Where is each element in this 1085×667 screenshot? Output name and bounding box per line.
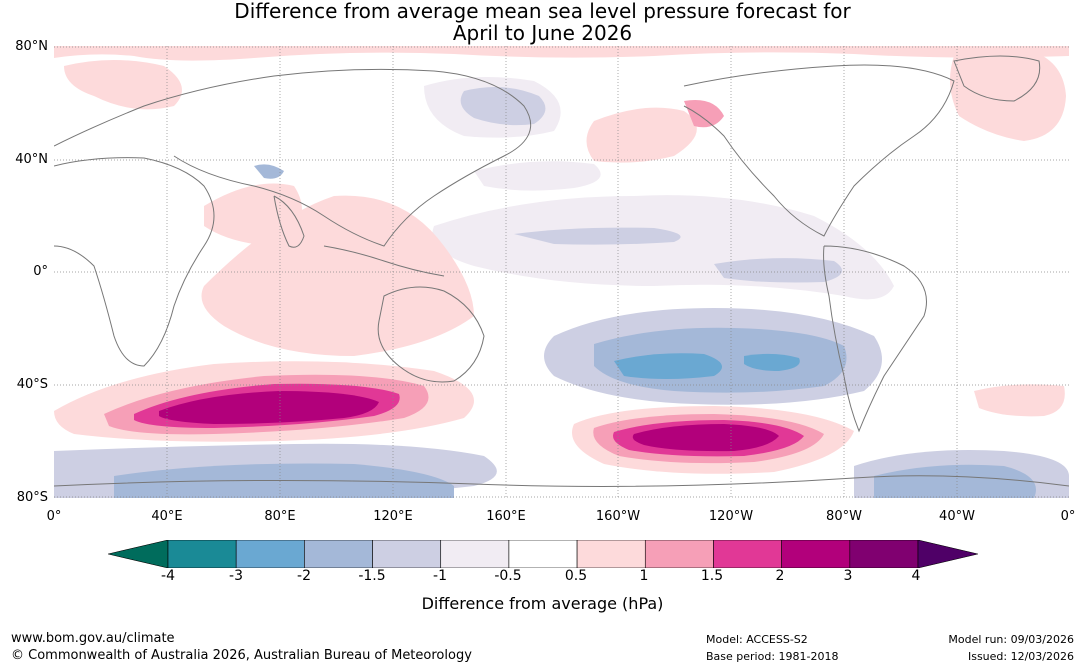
lat-label-80s: 80°S xyxy=(16,490,48,505)
coastline-eurasia xyxy=(54,68,532,247)
mediterranean-negative-anomaly xyxy=(254,164,284,179)
lat-label-80n: 80°N xyxy=(15,39,48,54)
southern-indian-positive-core xyxy=(159,391,379,424)
lon-label-120w: 120°W xyxy=(708,509,754,524)
coastline-africa xyxy=(54,157,215,367)
se-pacific-positive-core xyxy=(632,424,779,452)
colorbar-box xyxy=(440,540,510,568)
title-line-1: Difference from average mean sea level p… xyxy=(234,0,851,23)
alaska-positive-anomaly xyxy=(684,100,724,128)
south-pacific-negative-core xyxy=(614,353,722,379)
coastline-australia xyxy=(377,286,485,383)
lon-label-40w: 40°W xyxy=(939,509,975,524)
lon-label-80w: 80°W xyxy=(826,509,862,524)
map-svg xyxy=(54,46,1069,498)
colorbar-box xyxy=(644,540,714,568)
lon-label-80e: 80°E xyxy=(264,509,296,524)
gridlines xyxy=(54,46,1069,498)
colorbar-tick: -2 xyxy=(297,568,311,584)
lon-label-40e: 40°E xyxy=(151,509,183,524)
south-atlantic-positive-anomaly xyxy=(974,384,1065,417)
colorbar-box xyxy=(713,540,782,568)
colorbar-tick: -0.5 xyxy=(494,568,522,584)
lat-label-40s: 40°S xyxy=(16,377,48,392)
lon-label-120e: 120°E xyxy=(373,509,413,524)
colorbar-box xyxy=(576,540,646,568)
antarctic-negative-anomaly-4 xyxy=(874,464,1036,498)
colorbar-box xyxy=(304,540,373,568)
anomaly-fields xyxy=(54,46,1069,498)
nw-pacific-negative-anomaly xyxy=(474,161,601,191)
colorbar-box xyxy=(508,540,578,568)
colorbar-tick: 1.5 xyxy=(700,568,724,584)
lon-label-160e: 160°E xyxy=(486,509,526,524)
footer-model-run: Model run: 09/03/2026 xyxy=(948,633,1074,646)
colorbar-title: Difference from average (hPa) xyxy=(421,594,664,613)
chart-title: Difference from average mean sea level p… xyxy=(0,0,1085,44)
colorbar-tick: 4 xyxy=(911,568,921,584)
coastline-antarctica xyxy=(54,475,1069,487)
coastline-north-america xyxy=(683,64,955,237)
mideast-positive-anomaly xyxy=(204,183,302,246)
lat-label-0: 0° xyxy=(33,264,48,279)
colorbar-tick: -4 xyxy=(161,568,175,584)
colorbar-box xyxy=(372,540,442,568)
coastline-south-america xyxy=(823,245,927,433)
footer-base-period: Base period: 1981-2018 xyxy=(706,650,839,663)
siberia-negative-core xyxy=(460,87,546,126)
lon-label-0-right: 0° xyxy=(1060,509,1076,524)
colorbar-tick: -1.5 xyxy=(358,568,386,584)
colorbar-tick: -3 xyxy=(229,568,243,584)
title-line-2: April to June 2026 xyxy=(452,21,633,45)
coastlines xyxy=(54,55,1069,487)
colorbar-extend-low xyxy=(108,540,169,568)
west-europe-positive-anomaly xyxy=(64,60,182,110)
lon-label-0-left: 0° xyxy=(46,509,62,524)
coastline-greenland xyxy=(953,55,1041,102)
colorbar-tick: 2 xyxy=(775,568,785,584)
colorbar-box xyxy=(849,540,919,568)
footer-copyright: © Commonwealth of Australia 2026, Austra… xyxy=(11,648,472,663)
colorbar-box xyxy=(235,540,305,568)
colorbar xyxy=(108,540,978,568)
footer-website: www.bom.gov.au/climate xyxy=(11,631,175,646)
south-pacific-negative-core-2 xyxy=(744,353,800,371)
colorbar-tick: 0.5 xyxy=(564,568,588,584)
colorbar-tick: 1 xyxy=(639,568,649,584)
colorbar-extend-high xyxy=(917,540,978,568)
north-pacific-positive-anomaly xyxy=(586,107,697,163)
north-atlantic-positive-anomaly xyxy=(950,49,1066,141)
colorbar-box xyxy=(167,540,237,568)
colorbar-boxes xyxy=(167,540,919,568)
colorbar-tick: 3 xyxy=(843,568,853,584)
colorbar-tick: -1 xyxy=(433,568,447,584)
coastline-indonesia xyxy=(323,245,445,277)
footer-model: Model: ACCESS-S2 xyxy=(706,633,808,646)
tropical-pacific-negative-anomaly xyxy=(432,195,894,300)
footer-issued: Issued: 12/03/2026 xyxy=(967,650,1074,663)
lat-label-40n: 40°N xyxy=(15,152,48,167)
equatorial-pacific-negative-core xyxy=(514,227,681,245)
colorbar-box xyxy=(781,540,851,568)
lon-label-160w: 160°W xyxy=(595,509,641,524)
pressure-anomaly-map xyxy=(54,46,1069,498)
east-pacific-negative-core xyxy=(714,258,842,283)
arctic-positive-anomaly xyxy=(54,46,1069,61)
